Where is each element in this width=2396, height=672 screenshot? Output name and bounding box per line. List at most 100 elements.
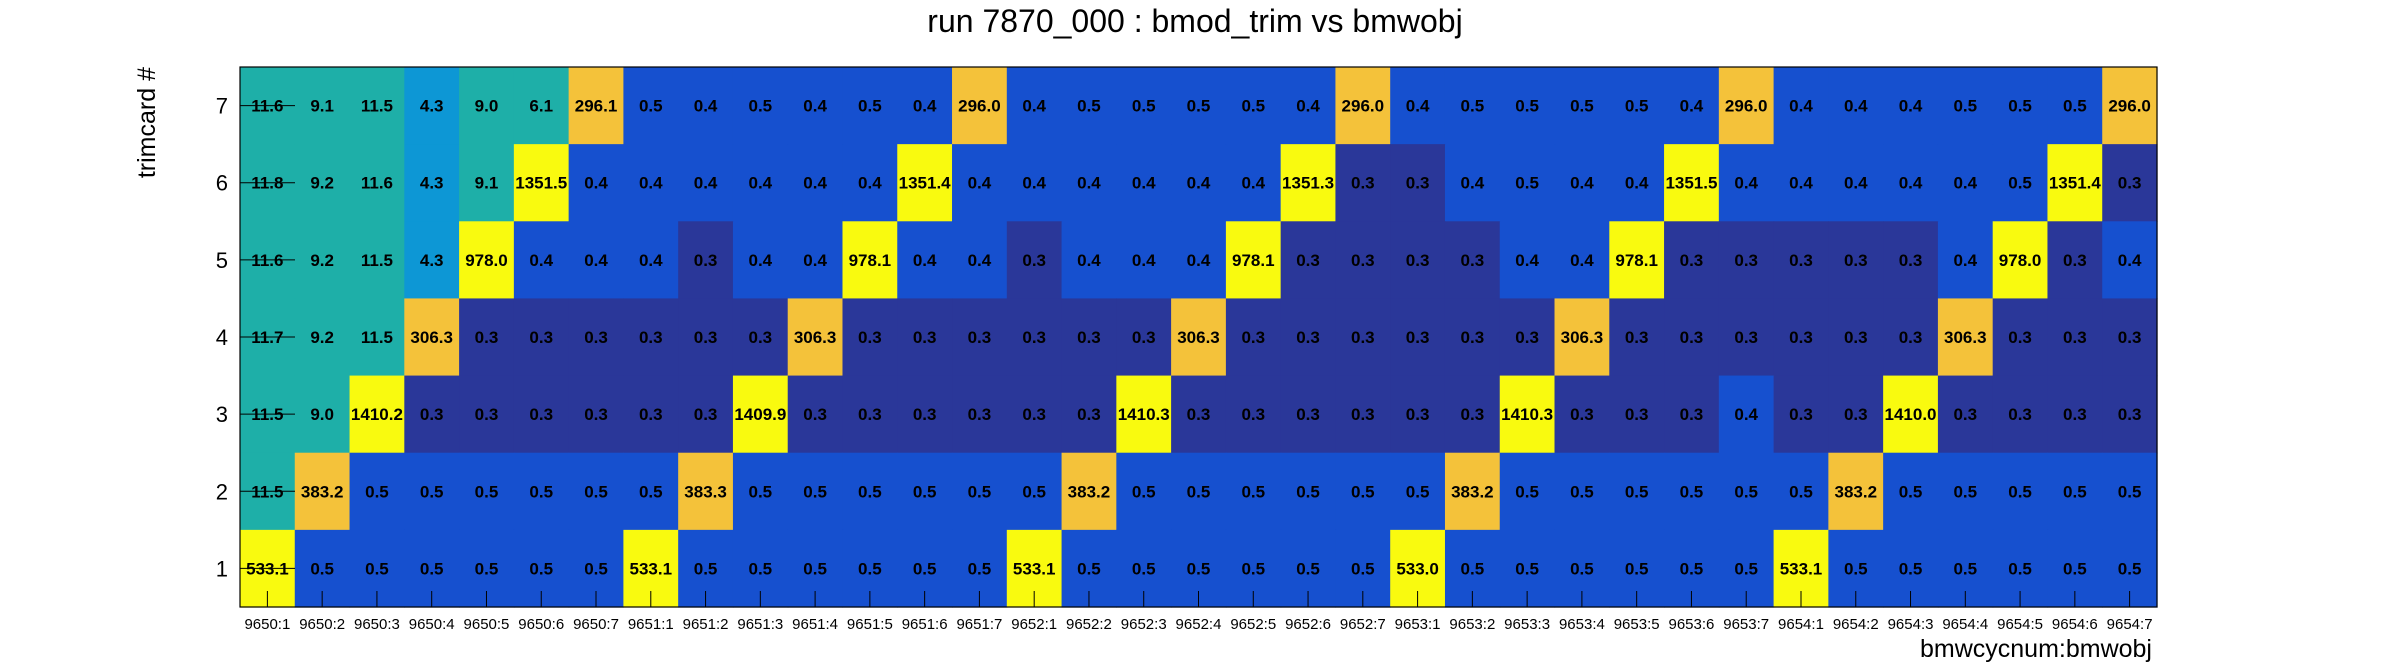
heatmap-cell xyxy=(2047,452,2103,531)
heatmap-cell xyxy=(1006,298,1063,377)
cell-value-label: 0.5 xyxy=(475,482,499,501)
cell-value-label: 0.4 xyxy=(1734,174,1758,193)
cell-value-label: 1351.3 xyxy=(1282,174,1334,193)
x-tick-label: 9653:2 xyxy=(1449,616,1495,633)
cell-value-label: 0.5 xyxy=(2118,559,2142,578)
x-tick-label: 9654:6 xyxy=(2052,616,2098,633)
cell-value-label: 0.4 xyxy=(1022,174,1046,193)
cell-value-label: 0.4 xyxy=(1132,251,1156,270)
cell-value-label: 0.5 xyxy=(2008,174,2032,193)
x-tick-label: 9652:6 xyxy=(1285,616,1331,633)
x-tick-label: 9652:4 xyxy=(1176,616,1222,633)
cell-value-label: 0.4 xyxy=(1625,174,1649,193)
heatmap-cell xyxy=(732,144,789,222)
cell-value-label: 978.1 xyxy=(1232,251,1275,270)
heatmap-cell xyxy=(1444,67,1501,145)
heatmap-cell xyxy=(623,67,679,145)
heatmap-cell xyxy=(1444,452,1501,531)
heatmap-cell xyxy=(623,144,679,222)
heatmap-cell xyxy=(1828,144,1884,222)
heatmap-cell xyxy=(1992,375,2049,454)
heatmap-cell xyxy=(1828,298,1884,377)
cell-value-label: 0.5 xyxy=(1461,559,1485,578)
heatmap-cell xyxy=(787,298,844,377)
cell-value-label: 0.3 xyxy=(1789,405,1813,424)
cell-value-label: 0.4 xyxy=(584,174,608,193)
cell-value-label: 0.5 xyxy=(1351,482,1375,501)
cell-value-label: 0.5 xyxy=(1515,97,1539,116)
heatmap-cell xyxy=(1992,452,2049,531)
heatmap-cell xyxy=(568,452,624,531)
heatmap-cell xyxy=(787,375,844,454)
cell-value-label: 0.3 xyxy=(529,405,553,424)
cell-value-label: 11.5 xyxy=(361,251,393,270)
cell-value-label: 0.5 xyxy=(1132,482,1156,501)
cell-value-label: 0.3 xyxy=(1461,251,1485,270)
heatmap-cell xyxy=(404,144,460,222)
heatmap-cell xyxy=(404,221,460,300)
heatmap-cell xyxy=(1718,452,1775,531)
cell-value-label: 0.5 xyxy=(1899,559,1923,578)
heatmap-cell xyxy=(1335,452,1391,531)
x-tick-label: 9653:3 xyxy=(1504,616,1550,633)
cell-value-label: 0.3 xyxy=(1241,405,1265,424)
cell-value-label: 0.3 xyxy=(1406,405,1430,424)
heatmap-cell xyxy=(1773,452,1829,531)
cell-value-label: 0.5 xyxy=(913,482,937,501)
heatmap-cell xyxy=(1335,144,1391,222)
heatmap-cell xyxy=(1280,298,1337,377)
heatmap-cell xyxy=(1390,375,1446,454)
cell-value-label: 0.3 xyxy=(1625,328,1649,347)
heatmap-cell xyxy=(1609,298,1665,377)
heatmap-cell xyxy=(294,221,351,300)
heatmap-cell xyxy=(678,452,734,531)
cell-value-label: 0.5 xyxy=(749,482,773,501)
heatmap-cell xyxy=(1773,67,1829,145)
heatmap-cell xyxy=(513,221,570,300)
heatmap-cell xyxy=(1116,452,1172,531)
cell-value-label: 0.3 xyxy=(1077,328,1101,347)
heatmap-cell xyxy=(1061,144,1117,222)
heatmap-cell xyxy=(842,67,898,145)
cell-value-label: 0.5 xyxy=(968,482,992,501)
x-tick-label: 9651:1 xyxy=(628,616,674,633)
cell-value-label: 0.3 xyxy=(1022,405,1046,424)
heatmap-cell xyxy=(842,221,898,300)
cell-value-label: 0.4 xyxy=(639,174,663,193)
heatmap-cells: 11.6 9.1 11.5 4.3 9.0 6.1 296.1 0.5 0.4 0.5 0.4 0.5… xyxy=(240,67,2158,608)
heatmap-cell xyxy=(1937,144,1994,222)
heatmap-cell xyxy=(349,221,405,300)
x-tick-label: 9654:3 xyxy=(1888,616,1934,633)
heatmap-cell xyxy=(404,298,460,377)
heatmap-cell xyxy=(2047,144,2103,222)
heatmap-cell xyxy=(2102,221,2158,300)
heatmap-cell xyxy=(1609,221,1665,300)
cell-value-label: 0.3 xyxy=(1351,251,1375,270)
heatmap-cell xyxy=(1773,375,1829,454)
cell-value-label: 0.5 xyxy=(1789,482,1813,501)
x-tick-label: 9651:5 xyxy=(847,616,893,633)
heatmap-cell xyxy=(459,221,515,300)
heatmap-cell xyxy=(2047,221,2103,300)
cell-value-label: 0.3 xyxy=(584,328,608,347)
heatmap-cell xyxy=(842,298,898,377)
heatmap-cell xyxy=(1883,144,1939,222)
heatmap-cell xyxy=(1828,375,1884,454)
y-tick-label: 1 xyxy=(216,556,228,581)
cell-value-label: 0.5 xyxy=(1844,559,1868,578)
cell-value-label: 0.3 xyxy=(1789,251,1813,270)
cell-value-label: 306.3 xyxy=(1944,328,1987,347)
heatmap-cell xyxy=(952,67,1008,145)
cell-value-label: 0.3 xyxy=(1625,405,1649,424)
cell-value-label: 9.2 xyxy=(310,174,334,193)
heatmap-cell xyxy=(1554,375,1610,454)
heatmap-cell xyxy=(897,221,953,300)
cell-value-label: 0.5 xyxy=(1187,482,1211,501)
heatmap-cell xyxy=(1225,298,1282,377)
heatmap-cell xyxy=(623,452,679,531)
heatmap-cell xyxy=(568,144,624,222)
heatmap-cell xyxy=(1006,221,1063,300)
cell-value-label: 296.0 xyxy=(1342,97,1385,116)
cell-value-label: 0.5 xyxy=(529,482,553,501)
